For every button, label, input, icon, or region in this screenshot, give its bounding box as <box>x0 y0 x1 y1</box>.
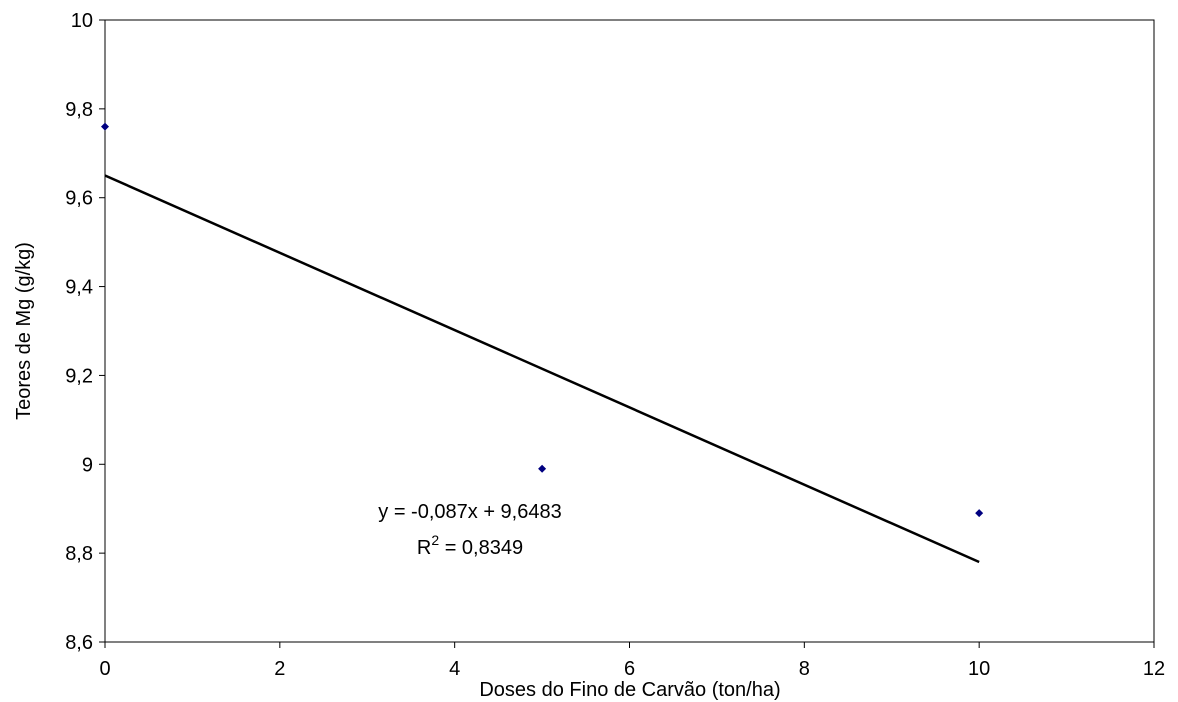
x-axis-label: Doses do Fino de Carvão (ton/ha) <box>479 679 780 701</box>
x-tick-label: 6 <box>624 658 635 680</box>
y-axis-label: Teores de Mg (g/kg) <box>13 242 35 420</box>
y-tick-label: 9 <box>82 454 93 476</box>
x-tick-label: 8 <box>799 658 810 680</box>
y-tick-label: 9,6 <box>65 188 93 210</box>
r-squared-sup: 2 <box>431 532 439 548</box>
r-squared: R2 = 0,8349 <box>417 532 523 559</box>
data-point <box>975 509 984 518</box>
y-tick-label: 9,2 <box>65 365 93 387</box>
x-tick-label: 2 <box>274 658 285 680</box>
y-tick-label: 9,8 <box>65 99 93 121</box>
equation: y = -0,087x + 9,6483 <box>378 501 561 523</box>
x-tick-label: 4 <box>449 658 460 680</box>
plot-area <box>104 19 1155 643</box>
y-tick-label: 10 <box>71 10 93 32</box>
y-tick-label: 8,6 <box>65 632 93 654</box>
data-point <box>538 464 547 473</box>
x-tick-label: 12 <box>1143 658 1165 680</box>
y-tick-label: 8,8 <box>65 543 93 565</box>
x-tick-label: 10 <box>968 658 990 680</box>
trendline <box>104 174 980 564</box>
data-point <box>101 122 109 131</box>
r-squared-base: R <box>417 537 431 559</box>
r-squared-rest: = 0,8349 <box>439 537 523 559</box>
x-tick-label: 0 <box>99 658 110 680</box>
y-tick-label: 9,4 <box>65 277 93 299</box>
